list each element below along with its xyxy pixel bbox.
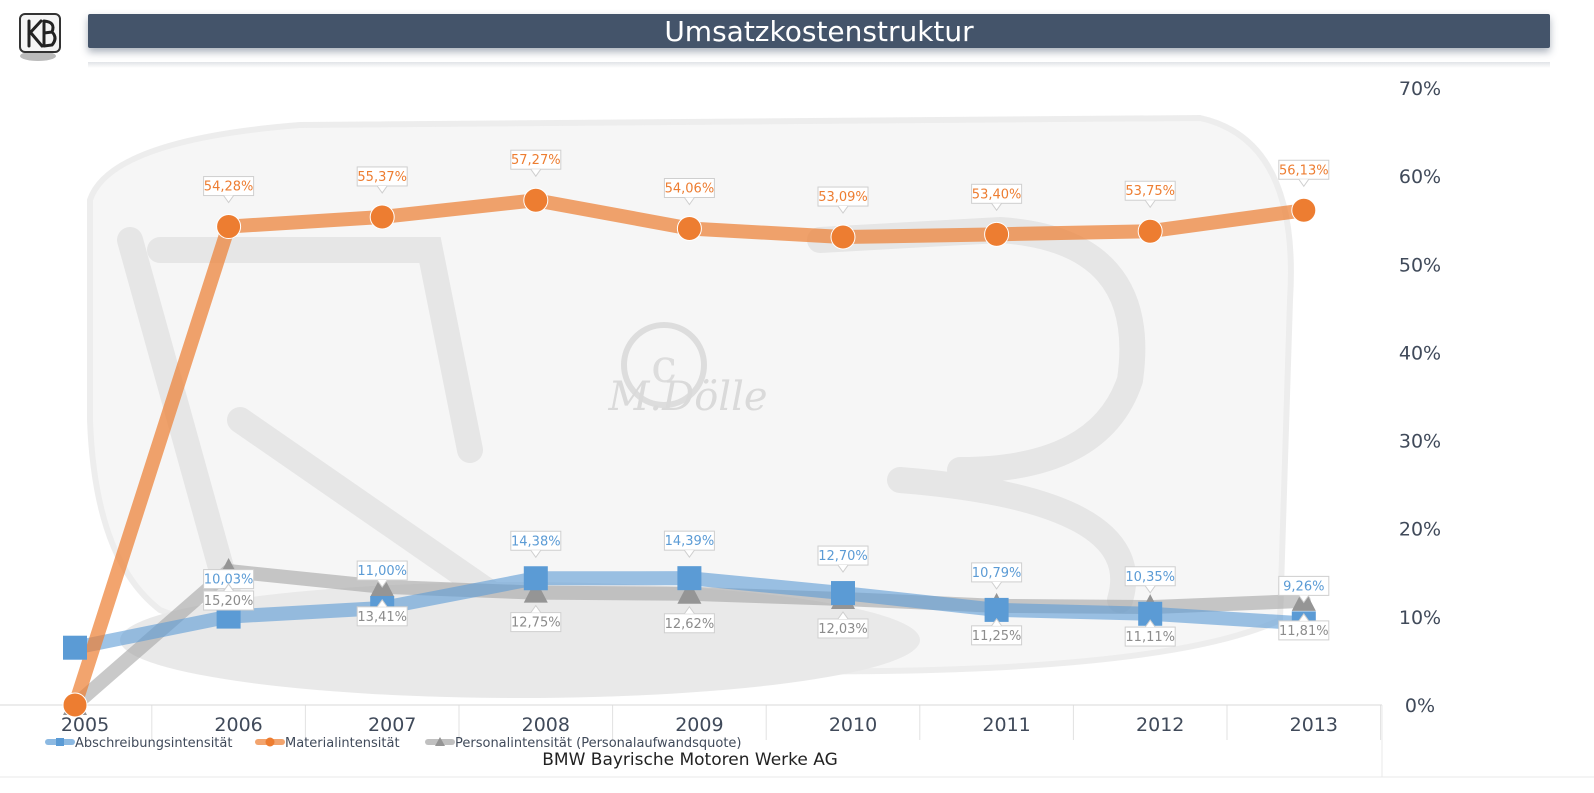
data-point [62,692,88,718]
y-tick-label: 0% [1405,695,1435,717]
y-tick-label: 50% [1399,254,1441,276]
y-tick-label: 10% [1399,607,1441,629]
data-point [831,581,855,606]
x-tick-label: 2005 [61,714,109,736]
watermark-text: M.Dölle [607,374,767,420]
data-label: 53,75% [1124,180,1176,209]
svg-text:9,26%: 9,26% [1283,579,1324,594]
watermark-graphic: c M.Dölle [87,114,1294,698]
legend-item: Personalintensität (Personalaufwandsquot… [425,736,742,751]
kb-logo [19,13,61,61]
data-label: 11,81% [1278,613,1330,641]
data-point [63,635,87,660]
legend-item: Materialintensität [255,736,400,751]
data-label: 12,70% [817,545,869,573]
svg-text:57,27%: 57,27% [511,153,561,168]
svg-text:12,75%: 12,75% [511,616,561,631]
data-label: 15,20% [203,583,255,611]
data-label: 54,06% [663,177,715,206]
svg-text:12,03%: 12,03% [818,622,868,637]
svg-text:Personalintensität (Personalau: Personalintensität (Personalaufwandsquot… [455,736,742,751]
data-label: 12,62% [663,605,715,634]
data-label: 12,03% [817,611,869,639]
x-tick-label: 2009 [675,714,723,736]
legend-item: Abschreibungsintensität [45,736,232,751]
x-tick-label: 2006 [214,714,262,736]
y-tick-label: 60% [1399,166,1441,188]
svg-text:55,37%: 55,37% [357,170,407,185]
legend: Abschreibungsintensität Materialintensitä… [45,736,742,751]
data-label: 11,00% [356,560,408,588]
data-label: 10,35% [1124,566,1176,594]
data-label: 10,03% [203,569,255,597]
data-label: 14,39% [663,530,715,559]
svg-text:53,09%: 53,09% [818,190,868,205]
data-label: 53,09% [817,186,869,214]
x-tick-label: 2013 [1290,714,1338,736]
svg-text:11,25%: 11,25% [972,629,1022,644]
svg-text:56,13%: 56,13% [1279,163,1329,178]
svg-text:11,11%: 11,11% [1125,630,1175,645]
svg-text:13,41%: 13,41% [357,610,407,625]
svg-text:53,40%: 53,40% [972,187,1022,202]
data-point [1291,197,1317,223]
svg-text:11,81%: 11,81% [1279,624,1329,639]
data-label: 9,26% [1278,575,1330,604]
data-point [369,204,395,230]
y-tick-label: 40% [1399,342,1441,364]
x-tick-label: 2012 [1136,714,1184,736]
x-tick-label: 2007 [368,714,416,736]
data-label: 54,28% [203,176,255,204]
y-tick-label: 70% [1399,78,1441,100]
data-label: 56,13% [1278,159,1330,188]
data-label: 10,79% [971,562,1023,590]
x-tick-label: 2008 [522,714,570,736]
data-label: 11,11% [1124,619,1176,647]
data-label: 57,27% [510,149,562,178]
data-point [523,579,548,603]
svg-text:14,38%: 14,38% [511,534,561,549]
data-point [830,224,856,250]
svg-text:12,70%: 12,70% [818,549,868,564]
x-tick-label: 2011 [982,714,1030,736]
data-point [1137,218,1163,244]
data-label: 55,37% [356,166,408,194]
title-reflection [88,62,1550,68]
svg-text:54,06%: 54,06% [665,181,715,196]
chart-title-bar: Umsatzkostenstruktur [88,14,1550,48]
svg-text:Abschreibungsintensität: Abschreibungsintensität [75,736,232,751]
data-label: 11,25% [971,617,1023,646]
svg-text:15,20%: 15,20% [204,594,254,609]
chart-title: Umsatzkostenstruktur [664,15,974,48]
data-point [677,580,702,604]
x-tick-label: 2010 [829,714,877,736]
svg-text:14,39%: 14,39% [665,534,715,549]
y-tick-label: 30% [1399,431,1441,453]
data-label: 12,75% [510,604,562,633]
data-point [523,566,548,591]
svg-text:10,03%: 10,03% [204,573,254,588]
data-point [677,566,702,591]
data-label: 14,38% [510,530,562,559]
svg-text:10,79%: 10,79% [972,566,1022,581]
y-tick-label: 20% [1399,519,1441,541]
data-label: 13,41% [356,598,408,627]
data-point [523,187,549,213]
data-label: 53,40% [971,183,1023,212]
data-point [676,215,702,241]
svg-text:c: c [651,339,677,393]
svg-text:12,62%: 12,62% [665,617,715,632]
svg-text:Materialintensität: Materialintensität [285,736,400,751]
svg-text:53,75%: 53,75% [1125,184,1175,199]
data-point [984,221,1010,247]
data-point [984,597,1009,622]
x-axis-title: BMW Bayrische Motoren Werke AG [542,750,838,770]
svg-text:54,28%: 54,28% [204,180,254,195]
svg-text:11,00%: 11,00% [357,564,407,579]
svg-text:10,35%: 10,35% [1125,570,1175,585]
data-point [216,214,242,240]
